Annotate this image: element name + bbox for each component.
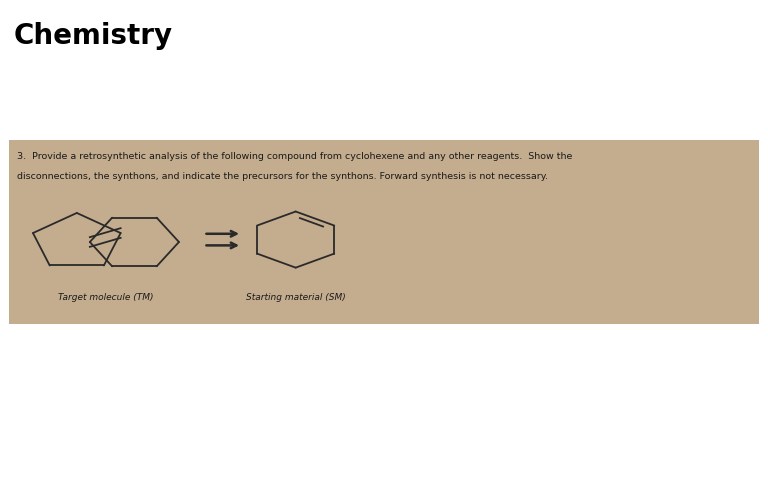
- Text: disconnections, the synthons, and indicate the precursors for the synthons. Forw: disconnections, the synthons, and indica…: [17, 172, 548, 181]
- Text: Chemistry: Chemistry: [14, 22, 173, 50]
- Text: Target molecule (TM): Target molecule (TM): [58, 293, 154, 302]
- Text: Starting material (SM): Starting material (SM): [246, 293, 346, 302]
- Text: 3.  Provide a retrosynthetic analysis of the following compound from cyclohexene: 3. Provide a retrosynthetic analysis of …: [17, 152, 572, 162]
- FancyBboxPatch shape: [9, 140, 759, 324]
